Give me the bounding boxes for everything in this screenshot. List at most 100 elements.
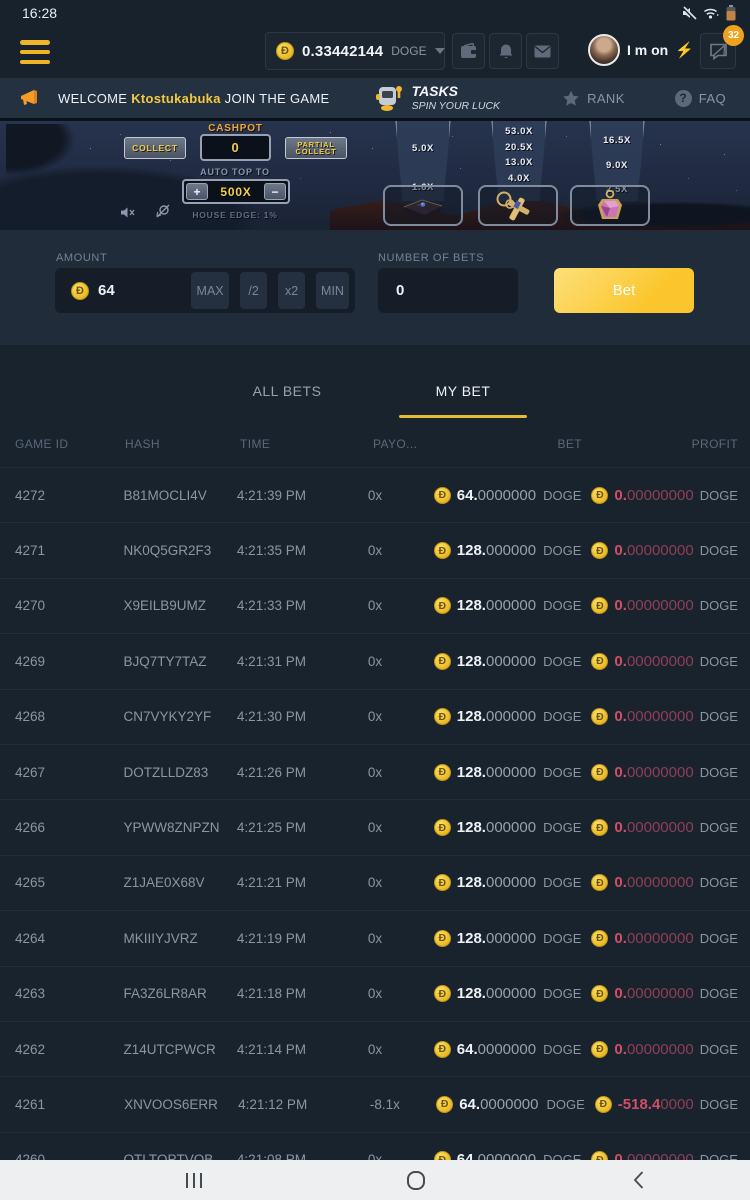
- profit-currency: DOGE: [700, 654, 738, 669]
- back-button[interactable]: [528, 1171, 750, 1189]
- bets-tabs: ALL BETS MY BET: [0, 345, 750, 420]
- cell-game-id: 4270: [0, 598, 109, 613]
- cell-game-id: 4261: [0, 1097, 109, 1112]
- messages-button[interactable]: [526, 33, 559, 69]
- doge-coin-icon: Đ: [591, 597, 608, 614]
- question-icon: ?: [675, 90, 692, 107]
- cell-hash: Z14UTCPWCR: [109, 1042, 222, 1057]
- amount-input[interactable]: [98, 282, 180, 299]
- cell-payout: 0x: [368, 765, 434, 780]
- bet-currency: DOGE: [546, 1097, 584, 1112]
- promo-banner: WELCOME Ktostukabuka JOIN THE GAME TASKS…: [0, 78, 750, 118]
- profit-currency: DOGE: [700, 986, 738, 1001]
- table-row[interactable]: 4261 XNVOOS6ERR 4:21:12 PM -8.1x Đ 64.00…: [0, 1076, 750, 1131]
- animation-toggle-icon[interactable]: [155, 203, 171, 219]
- cell-game-id: 4269: [0, 654, 109, 669]
- recents-icon: [186, 1173, 202, 1188]
- notifications-button[interactable]: [489, 33, 522, 69]
- user-menu[interactable]: I m on ⚡: [588, 34, 711, 66]
- minus-button[interactable]: −: [264, 183, 286, 200]
- slot-machine-icon: [374, 84, 404, 112]
- table-row[interactable]: 4271 NK0Q5GR2F3 4:21:35 PM 0x Đ 128.0000…: [0, 522, 750, 577]
- profit-currency: DOGE: [700, 1152, 738, 1160]
- home-button[interactable]: [305, 1171, 527, 1190]
- table-row[interactable]: 4270 X9EILB9UMZ 4:21:33 PM 0x Đ 128.0000…: [0, 578, 750, 633]
- table-row[interactable]: 4266 YPWW8ZNPZN 4:21:25 PM 0x Đ 128.0000…: [0, 799, 750, 854]
- tab-my-bet[interactable]: MY BET: [375, 383, 551, 420]
- tab-all-bets[interactable]: ALL BETS: [199, 383, 375, 420]
- doge-coin-icon: Đ: [591, 985, 608, 1002]
- table-header: GAME ID HASH TIME PAYO... BET PROFIT: [0, 420, 750, 467]
- chevron-down-icon: [435, 48, 445, 54]
- col-game-id: GAME ID: [0, 437, 110, 451]
- cashpot-value: 0: [200, 134, 271, 161]
- cell-time: 4:21:31 PM: [222, 654, 368, 669]
- cell-payout: 0x: [368, 709, 434, 724]
- bet-currency: DOGE: [543, 1042, 581, 1057]
- cell-time: 4:21:12 PM: [223, 1097, 370, 1112]
- cell-hash: QTLTQPTVQB: [109, 1152, 222, 1160]
- wallet-button[interactable]: [452, 33, 485, 69]
- bet-button[interactable]: Bet: [554, 268, 694, 313]
- cell-time: 4:21:14 PM: [222, 1042, 368, 1057]
- doge-coin-icon: Đ: [436, 1096, 453, 1113]
- cell-time: 4:21:26 PM: [222, 765, 368, 780]
- number-of-bets-input[interactable]: [396, 282, 486, 299]
- cell-hash: BJQ7TY7TAZ: [109, 654, 222, 669]
- doge-coin-icon: Đ: [434, 653, 451, 670]
- bet-currency: DOGE: [543, 875, 581, 890]
- doge-coin-icon: Đ: [591, 1151, 608, 1160]
- cell-profit: Đ 0.00000000 DOGE: [591, 930, 750, 947]
- faq-link[interactable]: ? FAQ: [675, 90, 726, 107]
- table-row[interactable]: 4269 BJQ7TY7TAZ 4:21:31 PM 0x Đ 128.0000…: [0, 633, 750, 688]
- partial-collect-button[interactable]: PARTIAL COLLECT: [285, 137, 347, 159]
- welcome-message: WELCOME Ktostukabuka JOIN THE GAME: [58, 91, 329, 106]
- menu-icon[interactable]: [20, 40, 50, 64]
- table-row[interactable]: 4262 Z14UTCPWCR 4:21:14 PM 0x Đ 64.00000…: [0, 1021, 750, 1076]
- table-row[interactable]: 4264 MKIIIYJVRZ 4:21:19 PM 0x Đ 128.0000…: [0, 910, 750, 965]
- profit-currency: DOGE: [700, 931, 738, 946]
- bet-currency: DOGE: [543, 931, 581, 946]
- doge-coin-icon: Đ: [434, 985, 451, 1002]
- multiplier-value: 16.5X: [603, 125, 631, 149]
- cell-time: 4:21:35 PM: [222, 543, 368, 558]
- doge-coin-icon: Đ: [591, 1041, 608, 1058]
- cell-profit: Đ -518.40000 DOGE: [595, 1096, 750, 1113]
- multiplier-value: 20.5X: [505, 141, 533, 156]
- table-row[interactable]: 4260 QTLTQPTVQB 4:21:08 PM 0x Đ 64.00000…: [0, 1132, 750, 1160]
- bet-currency: DOGE: [543, 765, 581, 780]
- cell-payout: 0x: [368, 986, 434, 1001]
- doge-coin-icon: Đ: [595, 1096, 612, 1113]
- col-hash: HASH: [110, 437, 225, 451]
- plus-button[interactable]: +: [186, 183, 208, 200]
- auto-top-label: AUTO TOP TO: [175, 167, 295, 177]
- multiplier-value: 13.0X: [505, 156, 533, 171]
- ring-box-icon: [396, 191, 450, 221]
- bolt-emoji-icon: ⚡: [675, 43, 694, 58]
- cell-hash: NK0Q5GR2F3: [109, 543, 222, 558]
- balance-selector[interactable]: Đ 0.33442144 DOGE: [265, 32, 445, 70]
- doge-coin-icon: Đ: [434, 874, 451, 891]
- doge-coin-icon: Đ: [591, 487, 608, 504]
- rank-link[interactable]: RANK: [562, 90, 625, 107]
- megaphone-icon: [18, 88, 40, 108]
- table-row[interactable]: 4267 DOTZLLDZ83 4:21:26 PM 0x Đ 128.0000…: [0, 744, 750, 799]
- tasks-link[interactable]: TASKS SPIN YOUR LUCK: [374, 84, 501, 112]
- table-row[interactable]: 4263 FA3Z6LR8AR 4:21:18 PM 0x Đ 128.0000…: [0, 966, 750, 1021]
- cell-time: 4:21:30 PM: [222, 709, 368, 724]
- double-button[interactable]: x2: [278, 272, 305, 309]
- max-button[interactable]: MAX: [191, 272, 229, 309]
- half-button[interactable]: /2: [240, 272, 267, 309]
- col-bet: BET: [440, 437, 590, 451]
- table-row[interactable]: 4265 Z1JAE0X68V 4:21:21 PM 0x Đ 128.0000…: [0, 855, 750, 910]
- recents-button[interactable]: [83, 1173, 305, 1188]
- collect-button[interactable]: COLLECT: [124, 137, 186, 159]
- min-button[interactable]: MIN: [316, 272, 349, 309]
- table-row[interactable]: 4268 CN7VYKY2YF 4:21:30 PM 0x Đ 128.0000…: [0, 689, 750, 744]
- chat-button[interactable]: 32: [700, 33, 736, 69]
- cell-time: 4:21:18 PM: [222, 986, 368, 1001]
- sound-muted-icon[interactable]: [120, 206, 135, 219]
- cell-payout: 0x: [368, 488, 434, 503]
- table-row[interactable]: 4272 B81MOCLI4V 4:21:39 PM 0x Đ 64.00000…: [0, 467, 750, 522]
- doge-coin-icon: Đ: [434, 708, 451, 725]
